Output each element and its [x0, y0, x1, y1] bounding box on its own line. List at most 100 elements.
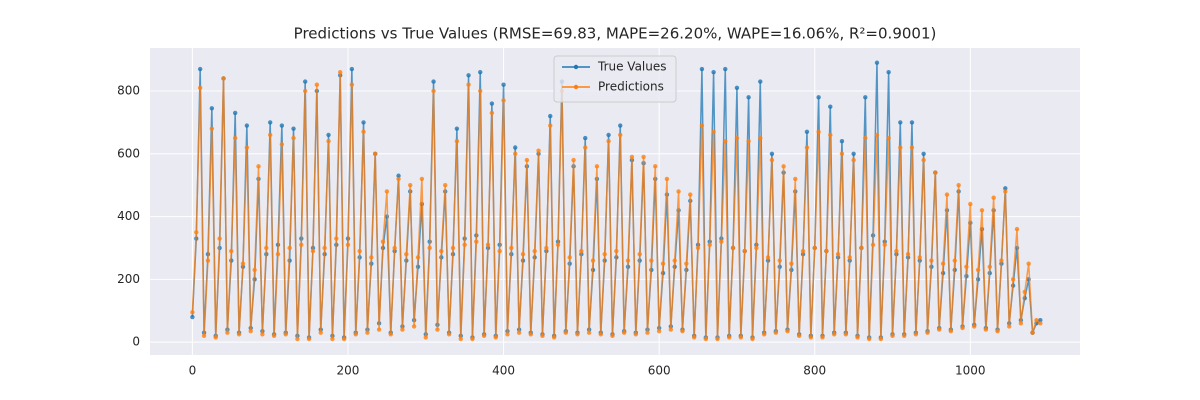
- data-point: [376, 327, 382, 332]
- data-point: [773, 330, 779, 335]
- data-point: [882, 242, 887, 248]
- data-point: [851, 157, 856, 163]
- data-point: [925, 330, 930, 335]
- data-point: [653, 164, 658, 169]
- data-point: [326, 132, 331, 138]
- data-point: [898, 145, 903, 150]
- data-point: [404, 252, 409, 257]
- data-point: [345, 242, 351, 248]
- data-point: [874, 132, 880, 138]
- data-point: [637, 252, 642, 257]
- data-point: [279, 123, 285, 128]
- x-tick-label: 1000: [955, 364, 986, 378]
- data-point: [470, 336, 475, 342]
- y-tick-label: 600: [117, 146, 140, 160]
- data-point: [361, 129, 366, 135]
- data-point: [625, 258, 631, 263]
- x-tick-label: 800: [803, 364, 826, 378]
- data-point: [800, 248, 806, 254]
- data-point: [513, 151, 518, 156]
- data-point: [443, 182, 448, 188]
- data-point: [244, 123, 250, 128]
- data-point: [287, 245, 292, 251]
- data-point: [614, 248, 619, 254]
- data-point: [267, 120, 273, 125]
- data-point: [256, 164, 261, 169]
- data-point: [874, 60, 880, 65]
- data-point: [431, 88, 436, 94]
- data-point: [808, 335, 814, 340]
- data-point: [672, 258, 677, 263]
- data-point: [509, 245, 514, 251]
- legend-label: True Values: [597, 60, 667, 74]
- data-point: [551, 335, 557, 340]
- data-point: [913, 332, 919, 337]
- data-point: [719, 239, 724, 244]
- chart-title: Predictions vs True Values (RMSE=69.83, …: [294, 25, 937, 43]
- data-point: [1030, 330, 1035, 335]
- data-point: [921, 151, 926, 156]
- data-point: [221, 76, 226, 81]
- data-point: [217, 236, 222, 241]
- data-point: [1010, 277, 1016, 282]
- data-point: [610, 333, 615, 339]
- data-point: [485, 242, 491, 248]
- data-point: [505, 332, 510, 337]
- data-point: [450, 245, 456, 251]
- data-point: [1026, 261, 1031, 266]
- data-point: [633, 332, 639, 337]
- data-point: [439, 248, 444, 254]
- legend-label: Predictions: [598, 80, 664, 94]
- data-point: [901, 333, 907, 339]
- data-point: [590, 258, 596, 263]
- data-point: [956, 182, 961, 188]
- data-point: [190, 314, 195, 320]
- data-point: [968, 201, 973, 207]
- data-point: [695, 245, 701, 251]
- data-point: [528, 332, 533, 337]
- data-point: [804, 129, 810, 135]
- data-point: [828, 104, 833, 109]
- data-point: [975, 267, 981, 273]
- data-point: [474, 239, 479, 244]
- data-point: [373, 151, 378, 156]
- data-point: [863, 135, 868, 141]
- data-point: [948, 328, 954, 334]
- data-point: [734, 135, 740, 141]
- data-point: [361, 120, 366, 125]
- data-point: [1038, 321, 1043, 326]
- y-tick-label: 800: [117, 84, 140, 98]
- y-tick-label: 200: [117, 272, 140, 286]
- data-point: [785, 328, 790, 334]
- data-point: [380, 239, 386, 244]
- data-point: [621, 330, 627, 335]
- data-point: [489, 110, 495, 116]
- data-point: [929, 258, 934, 263]
- data-point: [855, 335, 860, 340]
- data-point: [777, 258, 782, 263]
- data-point: [310, 248, 316, 254]
- data-point: [1003, 186, 1008, 191]
- data-point: [839, 151, 845, 156]
- data-point: [205, 258, 211, 263]
- data-point: [804, 145, 810, 150]
- data-point: [384, 189, 390, 194]
- data-point: [548, 113, 553, 119]
- data-point: [664, 176, 670, 182]
- data-point: [365, 330, 370, 335]
- data-point: [244, 145, 250, 150]
- data-point: [194, 230, 199, 235]
- data-point: [575, 332, 580, 337]
- data-point: [738, 335, 744, 340]
- data-point: [190, 310, 195, 315]
- data-point: [890, 333, 895, 339]
- data-point: [415, 255, 421, 260]
- data-point: [555, 242, 561, 248]
- data-point: [754, 245, 759, 251]
- legend-marker: [573, 64, 579, 70]
- data-point: [197, 85, 203, 91]
- data-point: [761, 332, 767, 337]
- data-point: [283, 332, 288, 337]
- data-point: [909, 145, 915, 150]
